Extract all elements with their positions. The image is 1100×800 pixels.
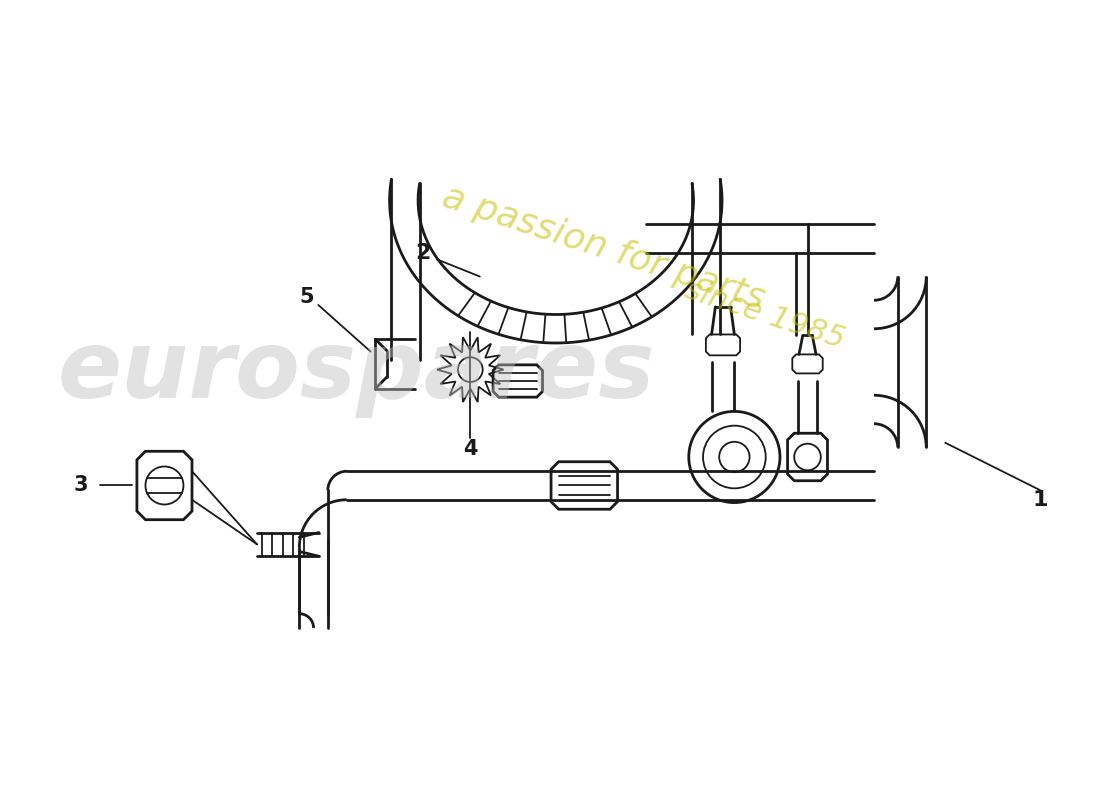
- Text: 5: 5: [299, 287, 315, 307]
- Text: 4: 4: [463, 439, 477, 459]
- Text: 2: 2: [415, 242, 430, 262]
- Text: since 1985: since 1985: [681, 275, 848, 354]
- Text: eurospares: eurospares: [57, 326, 656, 418]
- Text: 1: 1: [1033, 490, 1048, 510]
- Text: a passion for parts: a passion for parts: [438, 180, 769, 316]
- Text: 3: 3: [74, 475, 88, 495]
